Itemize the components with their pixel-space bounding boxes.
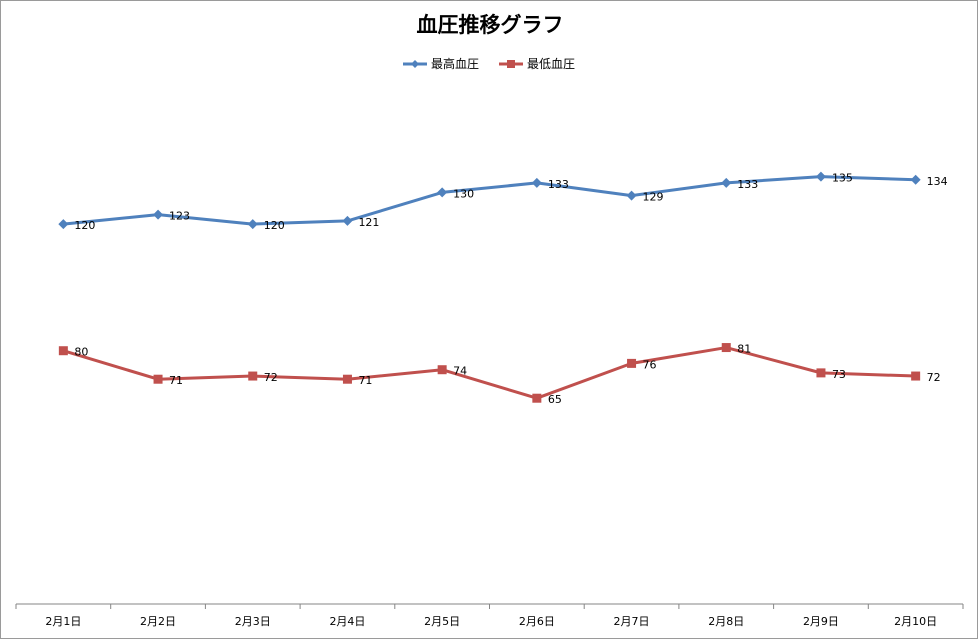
legend-entry: 最低血圧 [499, 57, 575, 71]
data-point-marker [248, 371, 258, 381]
data-point-marker [626, 190, 637, 201]
data-point-marker [342, 374, 352, 384]
data-point-marker [627, 358, 637, 368]
x-tick-label: 2月6日 [519, 615, 555, 628]
data-label: 74 [453, 365, 467, 378]
data-label: 135 [832, 172, 853, 185]
data-point-marker [58, 219, 69, 230]
x-tick-label: 2月9日 [803, 615, 839, 628]
data-point-marker [153, 374, 163, 384]
data-point-marker [153, 209, 164, 220]
data-label: 65 [548, 393, 562, 406]
chart-title: 血圧推移グラフ [417, 13, 564, 37]
data-point-marker [531, 177, 542, 188]
data-label: 121 [358, 216, 379, 229]
x-tick-label: 2月10日 [894, 615, 937, 628]
data-point-marker [910, 174, 921, 185]
x-tick-label: 2月2日 [140, 615, 176, 628]
series-layer: 120 123 120 121 130 133 129 133 135 134 80 71 72 71 74… [58, 171, 948, 406]
data-label: 72 [264, 371, 278, 384]
data-label: 71 [169, 374, 183, 387]
data-point-marker [437, 365, 447, 375]
x-tick-label: 2月5日 [424, 615, 460, 628]
data-label: 71 [358, 374, 372, 387]
data-point-marker [342, 215, 353, 226]
data-label: 134 [927, 175, 948, 188]
legend-label: 最高血圧 [431, 56, 479, 71]
data-point-marker [721, 177, 732, 188]
series-line [62, 346, 916, 400]
data-point-marker [532, 393, 542, 403]
data-label: 120 [74, 219, 95, 232]
data-point-marker [247, 219, 258, 230]
data-label: 133 [548, 178, 569, 191]
data-label: 80 [74, 346, 88, 359]
x-tick-label: 2月7日 [614, 615, 650, 628]
data-label: 123 [169, 210, 190, 223]
x-tick-label: 2月4日 [329, 615, 365, 628]
legend-label: 最低血圧 [527, 57, 575, 71]
x-axis-ticks: 2月1日 2月2日 2月3日 2月4日 2月5日 2月6日 2月7日 2月8日 2月9日 2月10… [15, 604, 964, 628]
series-line [63, 175, 916, 226]
data-label: 133 [737, 178, 758, 191]
legend: 最高血圧 最低血圧 [403, 56, 575, 71]
data-label: 76 [643, 358, 657, 371]
data-point-marker [815, 171, 826, 182]
series-1: 120 123 120 121 130 133 129 133 135 134 [58, 171, 948, 232]
data-point-marker [721, 343, 731, 353]
legend-marker [507, 60, 515, 68]
data-label: 130 [453, 187, 474, 200]
x-tick-label: 2月3日 [235, 615, 271, 628]
x-tick-label: 2月1日 [45, 615, 81, 628]
data-point-marker [437, 187, 448, 198]
data-label: 120 [264, 219, 285, 232]
data-point-marker [816, 368, 826, 378]
data-label: 72 [927, 371, 941, 384]
x-tick-label: 2月8日 [708, 615, 744, 628]
data-point-marker [58, 346, 68, 356]
data-point-marker [911, 371, 921, 381]
data-label: 129 [643, 191, 664, 204]
legend-marker [411, 60, 419, 68]
series-2: 80 71 72 71 74 65 76 81 73 72 [58, 343, 941, 406]
data-label: 73 [832, 368, 846, 381]
legend-entry: 最高血圧 [403, 56, 479, 71]
data-label: 81 [737, 343, 751, 356]
